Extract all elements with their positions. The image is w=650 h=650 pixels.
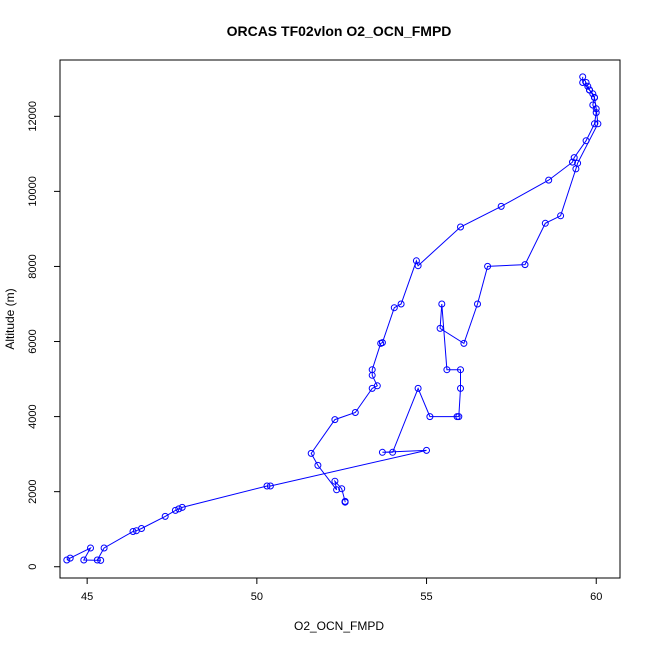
data-point <box>579 79 587 86</box>
plot-frame <box>59 59 621 579</box>
data-point <box>97 556 105 564</box>
data-point <box>129 528 137 535</box>
data-point <box>314 461 322 469</box>
y-tick-label: 10000 <box>27 176 39 207</box>
chart-title: ORCAS TF02vlon O2_OCN_FMPD <box>227 23 452 39</box>
data-point <box>87 544 94 552</box>
data-point <box>132 527 140 535</box>
data-point <box>484 262 492 270</box>
data-point <box>586 86 593 94</box>
data-point <box>66 554 74 562</box>
y-tick-label: 12000 <box>27 101 39 132</box>
data-point <box>436 324 444 332</box>
data-point <box>100 544 108 552</box>
x-axis-label: O2_OCN_FMPD <box>294 619 384 633</box>
series-line-1 <box>310 82 597 503</box>
data-point <box>80 556 88 564</box>
y-axis: 0 2000 4000 6000 8000 10000 12000 <box>27 101 60 570</box>
data-point <box>171 506 179 514</box>
data-point <box>331 416 339 424</box>
x-tick-label: 45 <box>81 591 93 603</box>
data-point <box>414 262 422 270</box>
data-point <box>378 339 386 347</box>
data-point <box>341 497 349 505</box>
x-tick-label: 60 <box>590 591 602 603</box>
data-point <box>570 154 578 162</box>
y-axis-label: Altitude (m) <box>3 288 17 349</box>
data-point <box>457 366 464 374</box>
data-point <box>414 384 422 392</box>
data-point <box>457 223 464 231</box>
data-point <box>497 202 505 210</box>
data-point <box>457 384 464 392</box>
data-point <box>333 486 341 494</box>
data-point <box>397 300 405 308</box>
data-point <box>592 105 600 113</box>
data-point <box>331 477 339 485</box>
data-point <box>591 94 598 101</box>
data-point <box>368 366 376 374</box>
data-point <box>569 158 576 166</box>
data-point <box>545 176 553 184</box>
data-point <box>460 339 468 347</box>
series-layer <box>63 73 602 564</box>
data-point <box>63 556 71 564</box>
data-point <box>584 82 592 90</box>
y-tick-label: 2000 <box>27 479 39 503</box>
data-point <box>351 409 359 416</box>
data-point <box>389 448 397 456</box>
y-tick-label: 8000 <box>27 254 39 278</box>
data-point <box>453 413 461 421</box>
data-point <box>390 304 398 312</box>
data-point <box>412 257 420 265</box>
data-point <box>423 446 430 454</box>
data-point <box>93 556 101 564</box>
data-point <box>557 212 565 220</box>
y-tick-label: 6000 <box>27 329 39 353</box>
data-point <box>178 503 186 511</box>
data-point <box>572 165 580 173</box>
x-tick-label: 50 <box>251 591 263 603</box>
data-point <box>307 449 315 457</box>
data-point <box>373 382 381 390</box>
x-tick-label: 55 <box>420 591 432 603</box>
data-point <box>378 448 386 456</box>
data-point <box>438 300 446 308</box>
data-point <box>541 219 549 227</box>
data-point <box>521 261 529 269</box>
y-tick-label: 4000 <box>27 404 39 428</box>
data-point <box>263 482 271 490</box>
data-point <box>426 413 434 421</box>
data-point <box>175 505 183 513</box>
data-point <box>443 366 451 374</box>
data-point <box>161 512 169 520</box>
data-point <box>338 485 346 493</box>
data-point <box>266 482 274 490</box>
data-point <box>594 120 602 128</box>
series-line-2 <box>66 76 599 561</box>
x-axis: 45 50 55 60 <box>81 578 602 603</box>
y-tick-label: 0 <box>27 564 39 570</box>
data-point <box>474 300 481 308</box>
